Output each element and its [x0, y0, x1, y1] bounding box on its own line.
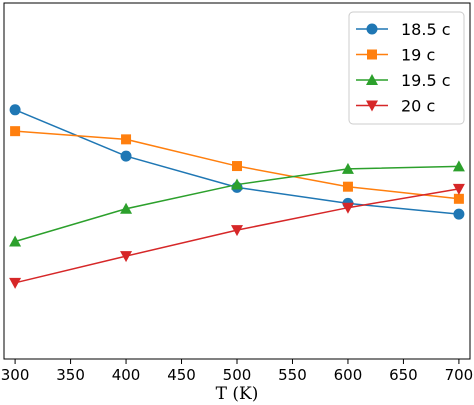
data-point	[452, 160, 465, 172]
data-point	[341, 162, 354, 174]
legend-marker	[367, 49, 377, 60]
series-3	[9, 160, 465, 247]
data-point	[231, 225, 243, 237]
x-tick-label: 600	[334, 366, 363, 384]
x-axis-ticks: 300 350 400 450 500 550 600 650 700	[1, 359, 473, 384]
legend-marker	[366, 74, 378, 85]
data-point	[120, 251, 133, 263]
legend-label: 18.5 c	[401, 20, 451, 39]
legend-label: 19.5 c	[401, 71, 451, 90]
x-tick-label: 400	[112, 366, 141, 384]
x-tick-label: 550	[278, 366, 307, 384]
x-tick-label: 700	[445, 366, 474, 384]
legend-marker	[366, 100, 378, 112]
legend-box	[348, 11, 465, 125]
series-layer	[9, 104, 465, 289]
x-tick-label: 300	[1, 366, 30, 384]
x-tick-label: 450	[167, 366, 196, 384]
legend-marker	[366, 23, 378, 35]
data-point	[341, 202, 354, 214]
data-point	[9, 104, 21, 116]
legend: 18.5 c 19 c 19.5 c 20 c	[348, 11, 465, 125]
data-point	[453, 193, 464, 204]
series-2	[10, 126, 464, 204]
x-tick-label: 650	[389, 366, 418, 384]
data-point	[9, 235, 22, 247]
x-tick-label: 350	[56, 366, 85, 384]
data-point	[121, 134, 132, 145]
data-point	[231, 178, 243, 190]
data-point	[452, 183, 465, 195]
legend-label: 20 c	[401, 97, 435, 116]
data-point	[9, 277, 22, 289]
data-point	[232, 161, 242, 172]
data-point	[120, 202, 133, 214]
x-axis-label: T (K)	[216, 384, 259, 404]
legend-label: 19 c	[401, 46, 435, 65]
data-point	[10, 126, 21, 137]
data-point	[120, 150, 132, 162]
plot-frame	[3, 2, 471, 360]
data-point	[453, 208, 465, 220]
data-point	[342, 181, 353, 192]
series-4	[9, 183, 465, 289]
x-tick-label: 500	[223, 366, 252, 384]
